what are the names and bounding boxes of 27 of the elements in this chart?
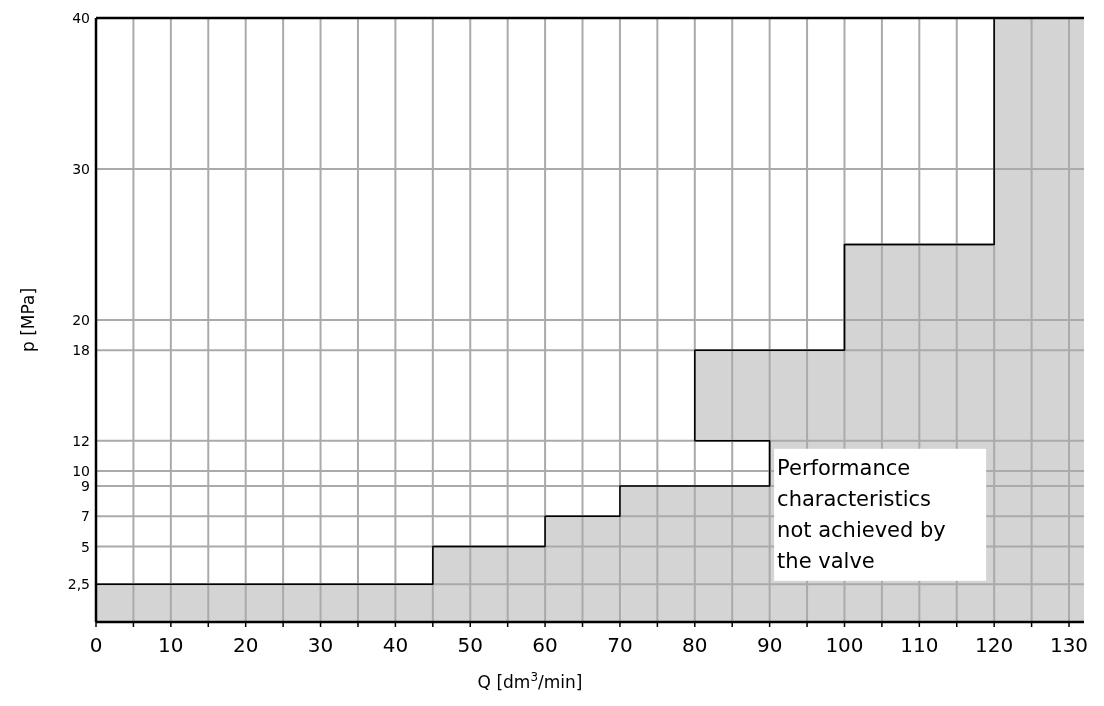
x-tick-label: 130 [1049, 633, 1089, 657]
x-tick-label: 40 [382, 633, 409, 657]
y-tick-label: 12 [72, 432, 90, 449]
x-tick-label: 10 [158, 633, 184, 657]
y-tick-label: 7 [81, 508, 90, 525]
y-tick-label: 30 [72, 161, 90, 177]
x-tick-label: 60 [532, 633, 558, 657]
x-tick-label: 70 [607, 633, 633, 657]
annotation: Performance characteristics not achieved by the valve [777, 455, 946, 573]
y-tick-label: 18 [72, 342, 90, 359]
x-tick-label: 120 [975, 633, 1014, 657]
x-tick-label: 110 [900, 633, 939, 657]
y-tick-label: 20 [72, 312, 90, 328]
y-tick-label: 40 [72, 10, 90, 26]
x-tick-label: 90 [756, 633, 783, 657]
y-tick-label: 2,5 [67, 576, 90, 593]
y-tick-label: 9 [81, 478, 90, 495]
x-tick-label: 20 [232, 633, 259, 657]
x-tick-label: 30 [307, 633, 334, 657]
y-axis-title: p [MPa] [18, 287, 38, 353]
x-tick-label: 50 [457, 633, 483, 657]
x-tick-label: 0 [89, 633, 103, 657]
y-tick-label: 10 [72, 463, 90, 479]
x-axis-title: Q [dm$^{3}$/min] [477, 670, 583, 692]
y-tick-label: 5 [81, 538, 90, 555]
x-tick-label: 100 [825, 633, 864, 657]
x-tick-label: 80 [682, 633, 708, 657]
